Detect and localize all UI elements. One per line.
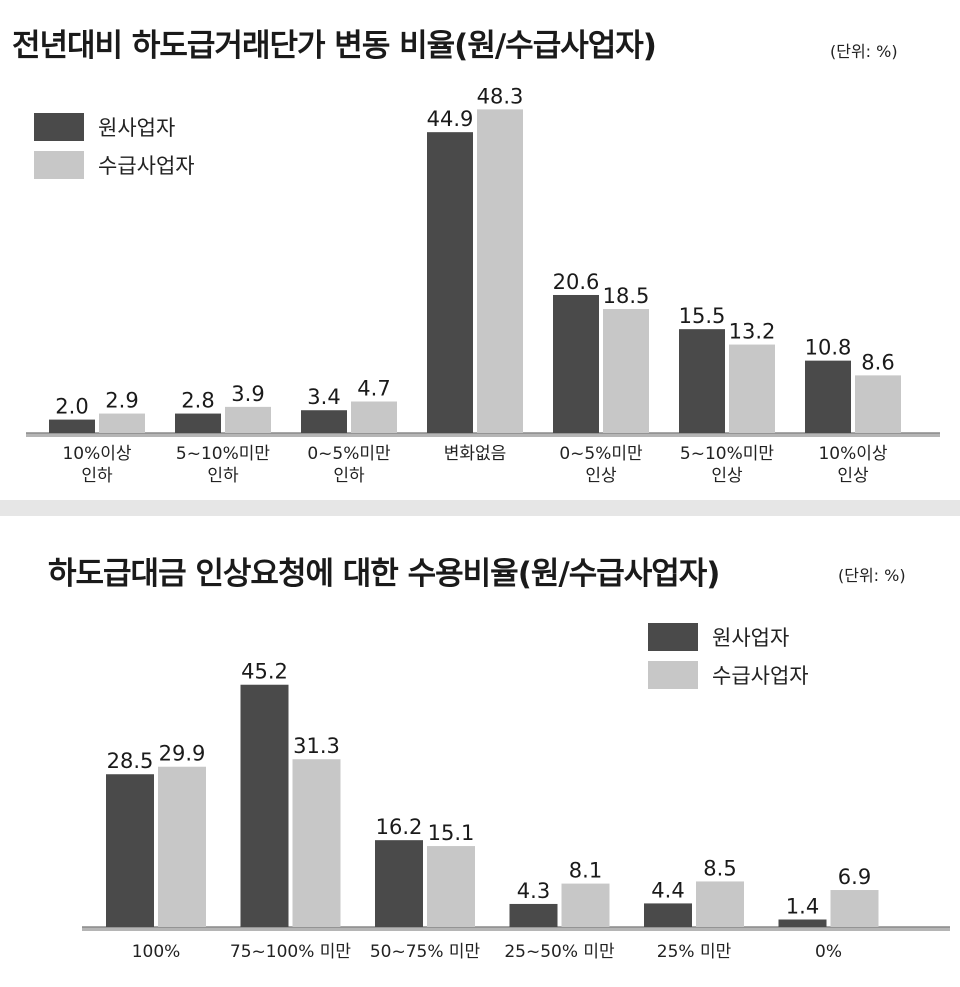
bar-series-2	[225, 406, 271, 433]
data-label: 44.9	[427, 107, 474, 131]
category-label: 75~100% 미만	[230, 942, 352, 962]
legend-swatch-dark	[648, 623, 698, 651]
data-label: 20.6	[553, 270, 600, 294]
chart-2-title: 하도급대금 인상요청에 대한 수용비율(원/수급사업자)	[48, 556, 720, 592]
data-label: 3.9	[231, 382, 264, 406]
bar-series-1	[375, 840, 423, 927]
bar-series-1	[106, 774, 154, 927]
category-label: 인하	[81, 466, 113, 486]
category-label: 인상	[585, 466, 617, 486]
bar-series-2	[696, 881, 744, 927]
bar-series-1	[509, 903, 558, 927]
category-label: 0~5%미만	[307, 444, 391, 464]
baseline-shadow	[26, 433, 940, 437]
category-label: 0%	[815, 942, 842, 962]
bar-series-2	[830, 890, 879, 927]
data-label: 2.0	[55, 395, 88, 419]
category-label: 변화없음	[444, 444, 507, 464]
bar-series-1	[644, 903, 692, 927]
legend-item-series-2: 수급사업자	[648, 656, 809, 694]
legend-label: 수급사업자	[98, 154, 195, 178]
legend-item-series-1: 원사업자	[34, 108, 195, 146]
data-label: 4.7	[357, 377, 390, 401]
data-label: 15.5	[679, 304, 726, 328]
category-label: 인상	[837, 466, 869, 486]
bar-series-2	[427, 846, 475, 927]
category-label: 0~5%미만	[559, 444, 643, 464]
bar-series-1	[679, 329, 725, 433]
category-label: 10%이상	[62, 444, 131, 464]
legend-label: 원사업자	[712, 626, 790, 650]
data-label: 29.9	[159, 742, 206, 766]
category-label: 인하	[207, 466, 239, 486]
data-label: 16.2	[376, 815, 423, 839]
data-label: 8.1	[569, 859, 602, 883]
category-label: 25~50% 미만	[504, 942, 615, 962]
data-label: 4.3	[517, 879, 550, 903]
category-label: 50~75% 미만	[370, 942, 481, 962]
category-label: 25% 미만	[657, 942, 732, 962]
chart-2-unit: (단위: %)	[838, 566, 906, 585]
category-label: 5~10%미만	[176, 444, 270, 464]
legend-swatch-dark	[34, 113, 84, 141]
data-label: 2.9	[105, 389, 138, 413]
bar-series-1	[49, 419, 95, 433]
legend-item-series-1: 원사업자	[648, 618, 809, 656]
bar-series-2	[158, 766, 206, 927]
legend-label: 수급사업자	[712, 664, 809, 688]
data-label: 8.6	[861, 350, 894, 374]
data-label: 8.5	[703, 856, 736, 880]
bar-series-2	[292, 759, 341, 927]
bar-series-2	[561, 883, 610, 927]
chart-1-legend: 원사업자 수급사업자	[34, 108, 195, 184]
data-label: 13.2	[729, 320, 776, 344]
bar-series-2	[99, 413, 145, 433]
bar-series-2	[477, 109, 523, 433]
category-label: 5~10%미만	[680, 444, 774, 464]
data-label: 48.3	[477, 84, 524, 108]
data-label: 28.5	[107, 749, 154, 773]
category-label: 10%이상	[818, 444, 887, 464]
chart-1-unit: (단위: %)	[830, 42, 898, 61]
data-label: 18.5	[603, 284, 650, 308]
bar-series-2	[855, 375, 901, 433]
baseline-shadow	[82, 927, 950, 931]
data-label: 3.4	[307, 385, 340, 409]
data-label: 6.9	[838, 865, 871, 889]
data-label: 2.8	[181, 389, 214, 413]
legend-swatch-light	[648, 661, 698, 689]
category-label: 인상	[711, 466, 743, 486]
bar-series-1	[175, 413, 221, 433]
data-label: 4.4	[651, 878, 684, 902]
category-label: 인하	[333, 466, 365, 486]
bar-series-1	[553, 294, 599, 433]
chart-2-plot: 28.5 29.9 100% 45.2 31.3 75~100% 미만 16.2 15.1 50…	[82, 660, 950, 962]
bar-series-1	[805, 360, 851, 433]
legend-swatch-light	[34, 151, 84, 179]
chart-2-legend: 원사업자 수급사업자	[648, 618, 809, 694]
bar-series-1	[301, 410, 347, 433]
chart-panel-2: 하도급대금 인상요청에 대한 수용비율(원/수급사업자) (단위: %) 28.…	[0, 516, 960, 987]
data-label: 10.8	[805, 336, 852, 360]
data-label: 31.3	[293, 734, 340, 758]
legend-label: 원사업자	[98, 116, 176, 140]
bar-series-1	[240, 684, 289, 927]
data-label: 1.4	[786, 894, 819, 918]
bar-series-2	[729, 344, 775, 433]
legend-item-series-2: 수급사업자	[34, 146, 195, 184]
bar-series-1	[427, 132, 473, 434]
category-label: 100%	[132, 942, 181, 962]
bar-series-2	[603, 309, 649, 433]
data-label: 15.1	[428, 821, 475, 845]
bar-series-2	[351, 401, 397, 433]
data-label: 45.2	[241, 660, 288, 684]
bar-series-1	[778, 919, 827, 927]
chart-1-title: 전년대비 하도급거래단가 변동 비율(원/수급사업자)	[12, 28, 657, 64]
